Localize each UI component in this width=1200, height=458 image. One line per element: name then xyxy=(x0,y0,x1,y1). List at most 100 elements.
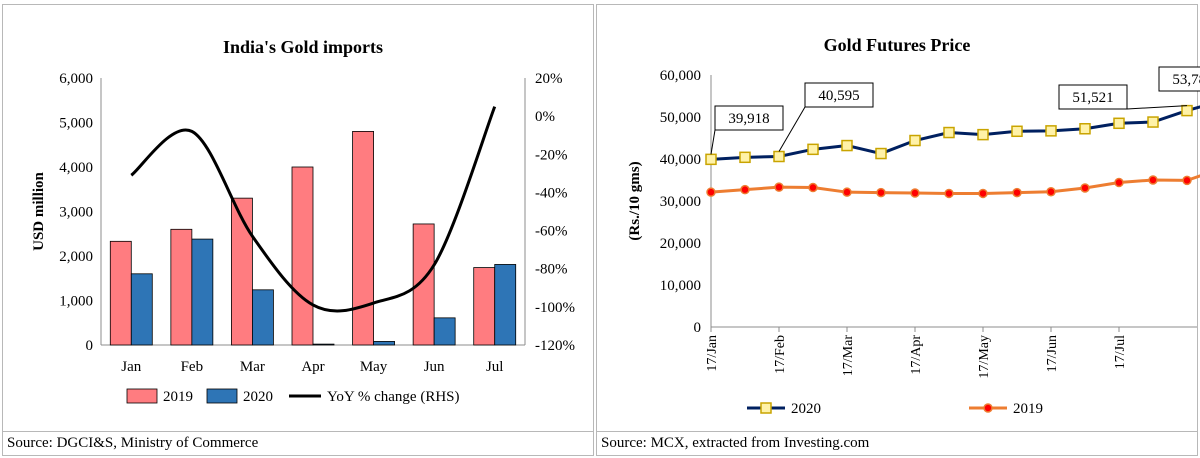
bar-2020 xyxy=(252,289,274,346)
y-tick-label: 10,000 xyxy=(660,278,701,294)
point-2019 xyxy=(876,187,886,198)
data-label-leader xyxy=(710,129,716,155)
x-tick-label: Feb xyxy=(181,359,204,375)
data-label-box xyxy=(804,82,874,108)
point-2019 xyxy=(1182,175,1192,186)
point-2020 xyxy=(1079,123,1091,135)
point-2019 xyxy=(1114,177,1124,188)
y-tick-label: 3,000 xyxy=(59,205,93,221)
x-tick-label: 17/Jun xyxy=(1045,335,1060,372)
data-label: 39,918 xyxy=(728,111,769,127)
point-2019 xyxy=(978,188,988,199)
y2-tick-label: 0% xyxy=(535,109,555,125)
yoy-change-line xyxy=(130,106,497,313)
legend-label-yoy: YoY % change (RHS) xyxy=(327,389,460,405)
bar-2019 xyxy=(352,131,374,346)
data-label: 51,521 xyxy=(1072,90,1113,106)
point-2019 xyxy=(910,188,920,198)
y-tick-label: 4,000 xyxy=(59,160,93,176)
point-2019 xyxy=(774,182,784,192)
point-2020 xyxy=(977,128,989,141)
point-2019 xyxy=(1046,187,1056,197)
y-tick-label: 60,000 xyxy=(660,68,701,84)
gold-futures-panel: Gold Futures Price (Rs./10 gms) 0 10,000 20,… xyxy=(596,4,1200,432)
x-tick-label: 17/Feb xyxy=(773,335,788,374)
bar-2019 xyxy=(231,197,253,346)
bar-2019 xyxy=(170,228,193,346)
bar-2020 xyxy=(191,238,214,346)
series-2019-line xyxy=(710,174,1200,195)
gold-imports-chart: India's Gold imports USD million 0 1,000 2,0… xyxy=(31,37,575,405)
bar-2020 xyxy=(494,264,517,346)
point-2019 xyxy=(1148,175,1158,185)
source-note-right: Source: MCX, extracted from Investing.co… xyxy=(596,432,1198,456)
x-tick-label: Mar xyxy=(240,359,265,375)
point-2020 xyxy=(875,147,887,160)
point-2020 xyxy=(1113,117,1125,130)
bar-2019 xyxy=(412,223,435,346)
series-2020-line xyxy=(710,105,1200,161)
bar-2020 xyxy=(312,343,335,346)
y-tick-label: 50,000 xyxy=(660,110,701,126)
y-tick-label: 1,000 xyxy=(59,294,93,310)
point-2019 xyxy=(1012,187,1022,198)
y2-tick-label: -120% xyxy=(535,338,575,354)
point-2020 xyxy=(943,126,955,139)
x-tick-label: 17/Apr xyxy=(909,335,924,375)
y-tick-label: 2,000 xyxy=(59,249,93,265)
y2-tick-label: -20% xyxy=(535,147,568,163)
data-label-box xyxy=(714,105,784,131)
x-tick-label: Jun xyxy=(424,359,445,375)
data-label-box xyxy=(1158,66,1200,92)
y-tick-label: 30,000 xyxy=(660,194,701,210)
point-2020 xyxy=(705,153,717,166)
y-tick-label: 0 xyxy=(86,338,94,354)
legend-swatch-2019 xyxy=(126,388,158,404)
point-2020 xyxy=(807,143,819,156)
bar-2019 xyxy=(291,166,314,346)
x-tick-label: 17/Mar xyxy=(841,335,856,377)
bar-2020 xyxy=(373,341,395,346)
y-tick-label: 6,000 xyxy=(59,71,93,87)
x-tick-label: Jan xyxy=(121,359,141,375)
point-2020 xyxy=(1011,125,1023,138)
x-tick-label: Apr xyxy=(301,359,324,375)
y2-tick-label: -100% xyxy=(535,300,575,316)
bar-2019 xyxy=(109,240,132,346)
y-axis-label: (Rs./10 gms) xyxy=(627,161,643,240)
point-2019 xyxy=(842,187,852,197)
x-tick-label: 17/Jan xyxy=(705,335,720,372)
point-2020 xyxy=(773,150,785,163)
legend-label-2019: 2019 xyxy=(1013,401,1043,417)
gold-imports-panel: India's Gold imports USD million 0 1,000 2,0… xyxy=(2,4,594,432)
point-2019 xyxy=(740,184,750,195)
point-2019 xyxy=(808,182,818,193)
x-tick-label: 17/Jul xyxy=(1113,335,1128,369)
data-label-leader xyxy=(1126,105,1188,110)
y2-tick-label: -80% xyxy=(535,262,568,278)
x-tick-label: 17/May xyxy=(977,335,992,379)
bar-2020 xyxy=(433,317,456,346)
source-note-left: Source: DGCI&S, Ministry of Commerce xyxy=(2,432,594,456)
y-tick-label: 5,000 xyxy=(59,116,93,132)
legend-marker-2020 xyxy=(760,402,772,414)
bar-2020 xyxy=(130,273,153,346)
point-2019 xyxy=(706,187,716,197)
y2-tick-label: -60% xyxy=(535,224,568,240)
point-2019 xyxy=(1080,183,1090,193)
legend-swatch-2020 xyxy=(206,388,238,404)
point-2020 xyxy=(739,151,751,164)
bar-2019 xyxy=(473,267,496,346)
point-2020 xyxy=(909,134,921,147)
x-tick-label: May xyxy=(360,359,388,375)
y-tick-label: 40,000 xyxy=(660,152,701,168)
legend-label-2020: 2020 xyxy=(791,401,821,417)
point-2020 xyxy=(1045,125,1057,137)
point-2019 xyxy=(944,188,954,199)
data-label: 40,595 xyxy=(818,88,859,104)
chart-title: India's Gold imports xyxy=(223,37,383,57)
x-tick-label: Jul xyxy=(486,359,504,375)
y2-tick-label: 20% xyxy=(535,71,563,87)
legend-label-2020: 2020 xyxy=(243,389,273,405)
y-tick-label: 20,000 xyxy=(660,236,701,252)
